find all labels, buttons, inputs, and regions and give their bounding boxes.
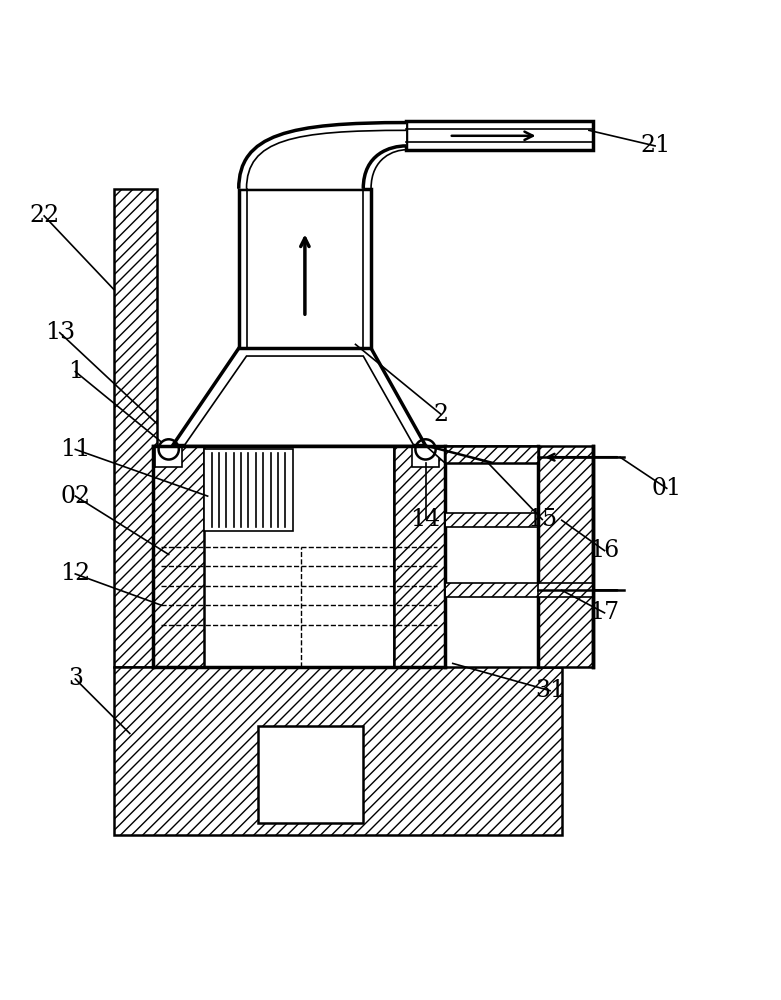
Bar xyxy=(259,726,363,823)
Text: 16: 16 xyxy=(590,539,619,562)
Text: 17: 17 xyxy=(590,601,619,624)
Bar xyxy=(204,446,394,667)
Text: 31: 31 xyxy=(535,679,565,702)
Bar xyxy=(445,513,538,527)
Polygon shape xyxy=(184,356,414,446)
Text: 21: 21 xyxy=(640,134,670,157)
Text: 2: 2 xyxy=(433,403,448,426)
Bar xyxy=(445,446,538,463)
Text: 11: 11 xyxy=(60,438,91,461)
Text: 02: 02 xyxy=(60,485,91,508)
Text: 13: 13 xyxy=(45,321,75,344)
Polygon shape xyxy=(239,123,406,189)
Bar xyxy=(153,446,204,667)
Bar xyxy=(114,189,157,667)
Bar xyxy=(239,189,371,348)
Text: 22: 22 xyxy=(29,204,59,227)
Text: 12: 12 xyxy=(60,562,91,585)
Text: 15: 15 xyxy=(527,508,558,531)
Bar xyxy=(538,446,593,667)
Bar xyxy=(445,583,593,597)
Bar xyxy=(114,667,562,835)
Polygon shape xyxy=(426,446,538,463)
Bar xyxy=(204,449,293,531)
Bar xyxy=(412,446,439,467)
Bar xyxy=(155,446,182,467)
Bar xyxy=(406,121,593,150)
Text: 01: 01 xyxy=(651,477,682,500)
Text: 3: 3 xyxy=(68,667,83,690)
Polygon shape xyxy=(173,348,426,446)
Text: 1: 1 xyxy=(68,360,83,383)
Text: 14: 14 xyxy=(410,508,440,531)
Bar xyxy=(394,446,445,667)
